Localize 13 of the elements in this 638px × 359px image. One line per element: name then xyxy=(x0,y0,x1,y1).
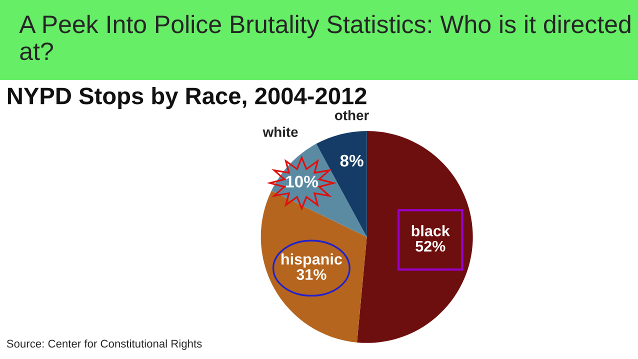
data-label: 31% xyxy=(296,269,326,280)
pie-slice xyxy=(260,190,367,342)
chart-subtitle: NYPD Stops by Race, 2004-2012 xyxy=(8,86,366,110)
data-label: 10% xyxy=(286,176,318,188)
slice-label: other xyxy=(334,110,369,120)
pie-slice xyxy=(316,130,367,237)
source-note: Source: Center for Constitutional Rights xyxy=(6,339,202,350)
data-label: 52% xyxy=(416,240,446,252)
slice-label: white xyxy=(262,126,298,137)
data-label: 8% xyxy=(340,154,364,167)
slice-label: black xyxy=(412,225,450,236)
chart-title: A Peek Into Police Brutality Statistics: Who is it directed at? xyxy=(19,14,630,60)
slice-label: hispanic xyxy=(282,253,342,268)
